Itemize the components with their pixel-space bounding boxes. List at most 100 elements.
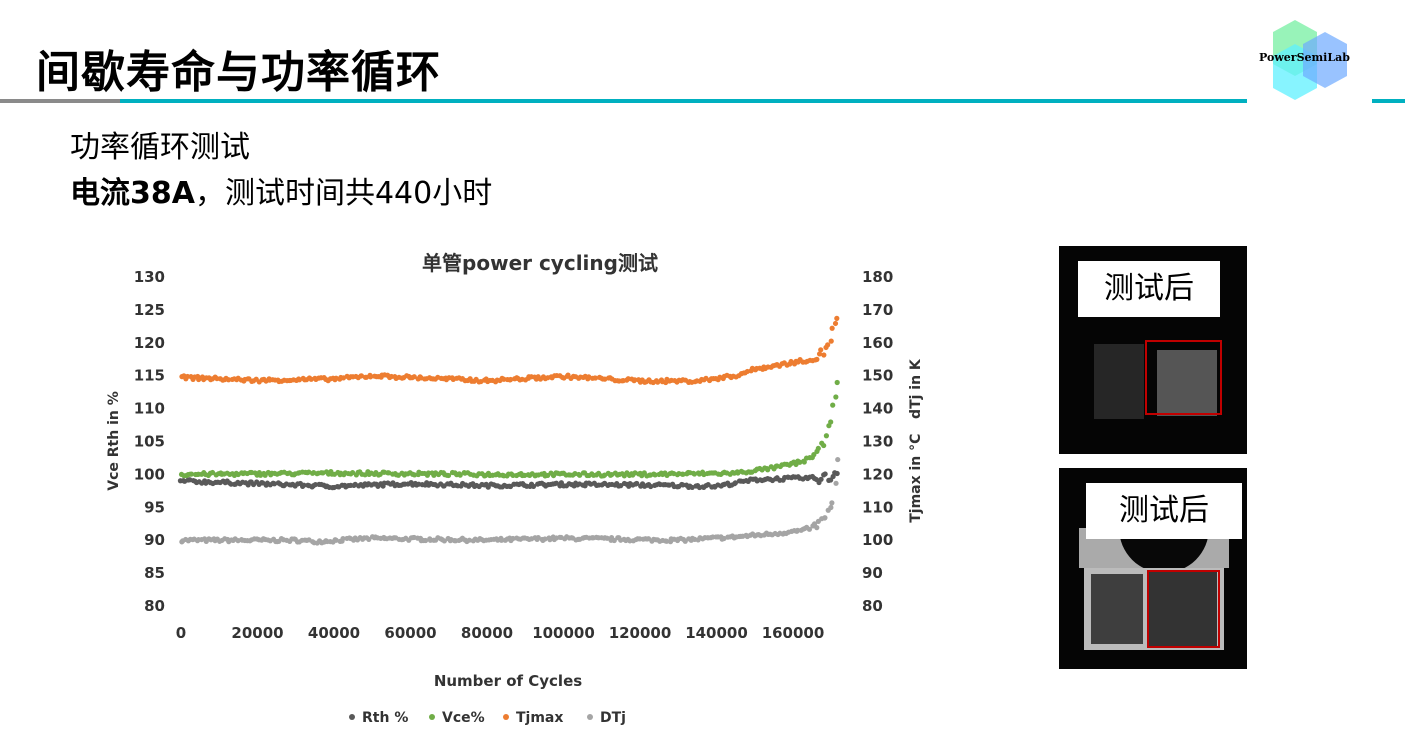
- y-left-tick-label: 105: [134, 433, 165, 451]
- x-tick-label: 160000: [762, 624, 825, 642]
- data-point: [271, 481, 278, 487]
- data-point: [611, 537, 617, 544]
- legend-marker: [349, 714, 355, 720]
- title-rule-teal: [120, 99, 1247, 103]
- x-tick-label: 40000: [308, 624, 360, 642]
- data-point: [834, 470, 840, 477]
- data-point: [828, 338, 834, 344]
- y-left-tick-label: 80: [144, 597, 165, 615]
- power-cycling-chart: 单管power cycling测试 Number of Cycles Vce R…: [106, 251, 924, 726]
- data-point: [340, 535, 346, 542]
- y-right-tick-label: 80: [862, 597, 883, 615]
- data-point: [829, 325, 835, 331]
- data-point: [811, 452, 817, 458]
- subtitle: 功率循环测试: [70, 130, 250, 165]
- slide-title: 间歇寿命与功率循环: [36, 47, 441, 98]
- y-left-tick-label: 115: [134, 367, 165, 385]
- y-right-tick-label: 170: [862, 301, 893, 319]
- legend-label: Rth %: [362, 710, 408, 726]
- data-point: [358, 373, 365, 379]
- photo-label: 测试后: [1078, 261, 1220, 317]
- x-tick-label: 20000: [231, 624, 283, 642]
- data-point: [833, 480, 839, 486]
- data-point: [680, 482, 686, 488]
- data-point: [366, 536, 372, 542]
- y-left-tick-label: 100: [134, 465, 165, 483]
- data-point: [833, 394, 839, 400]
- y-left-tick-label: 85: [144, 564, 165, 582]
- y-left-tick-label: 130: [134, 268, 165, 286]
- y-left-tick-label: 95: [144, 498, 165, 516]
- y-axis-left-label: Vce Rth in %: [106, 391, 122, 490]
- photo-after-test-1: 测试后: [1059, 246, 1247, 454]
- data-point: [822, 515, 828, 521]
- data-point: [445, 472, 452, 479]
- chart-title: 单管power cycling测试: [422, 251, 658, 275]
- y-right-tick-label: 110: [862, 498, 893, 516]
- data-point: [411, 472, 418, 478]
- data-point: [816, 351, 823, 357]
- data-point: [818, 476, 824, 482]
- data-point: [814, 525, 820, 531]
- data-point: [821, 442, 827, 449]
- data-point: [815, 445, 821, 452]
- series-dtj: [179, 456, 841, 546]
- photo-label: 测试后: [1086, 483, 1242, 539]
- data-point: [806, 526, 813, 532]
- chip-left: [1091, 574, 1143, 644]
- y-left-tick-label: 125: [134, 301, 165, 319]
- current-value: 电流38A: [70, 176, 195, 211]
- data-point: [655, 379, 661, 385]
- y-right-tick-label: 90: [862, 564, 883, 582]
- y-left-tick-label: 110: [134, 400, 165, 418]
- data-point: [422, 537, 429, 544]
- data-point: [830, 402, 836, 408]
- title-rule-teal-right: [1372, 99, 1405, 103]
- data-point: [829, 500, 835, 506]
- data-point: [765, 467, 771, 473]
- data-point: [801, 459, 807, 465]
- legend-marker: [429, 714, 435, 720]
- data-point: [834, 315, 840, 321]
- x-tick-label: 60000: [384, 624, 436, 642]
- data-point: [828, 419, 834, 425]
- data-point: [604, 535, 610, 541]
- data-point: [821, 352, 827, 358]
- data-point: [530, 483, 537, 489]
- y-right-tick-label: 160: [862, 334, 893, 352]
- data-point: [577, 472, 583, 478]
- data-point: [498, 537, 505, 543]
- x-tick-label: 120000: [609, 624, 672, 642]
- legend-label: Vce%: [442, 710, 485, 726]
- series-vce: [178, 379, 840, 479]
- y-left-tick-label: 120: [134, 334, 165, 352]
- data-point: [664, 538, 670, 544]
- data-point: [828, 504, 834, 511]
- data-point: [553, 480, 560, 486]
- data-point: [457, 472, 463, 478]
- data-point: [466, 537, 472, 543]
- data-point: [825, 342, 831, 348]
- x-tick-label: 80000: [461, 624, 513, 642]
- x-tick-label: 100000: [532, 624, 595, 642]
- data-point: [592, 375, 599, 381]
- legend-marker: [503, 714, 509, 720]
- highlight-box: [1147, 570, 1220, 648]
- data-point: [648, 483, 654, 490]
- x-tick-label: 0: [176, 624, 186, 642]
- data-point: [196, 376, 202, 383]
- y-axis-right-label: Tjmax in °C dTj in K: [908, 358, 924, 523]
- legend-label: DTj: [600, 710, 626, 726]
- data-point: [632, 377, 638, 383]
- data-point: [367, 374, 374, 380]
- y-left-tick-label: 90: [144, 531, 165, 549]
- x-axis-label: Number of Cycles: [434, 672, 582, 690]
- data-point: [301, 482, 307, 488]
- data-point: [425, 470, 432, 476]
- y-right-tick-label: 150: [862, 367, 893, 385]
- data-point: [535, 535, 541, 541]
- data-point: [834, 379, 840, 386]
- data-point: [349, 469, 356, 476]
- data-point: [225, 377, 232, 383]
- y-right-tick-label: 100: [862, 531, 893, 549]
